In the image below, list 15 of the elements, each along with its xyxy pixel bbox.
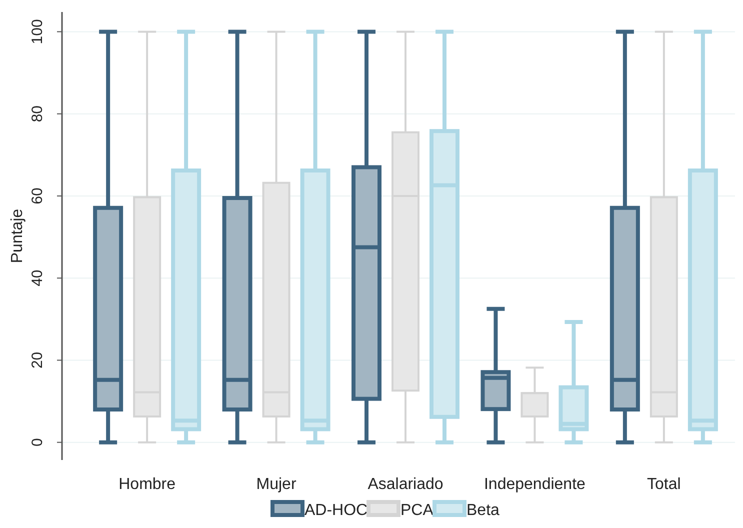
y-tick-label: 40 <box>29 270 46 286</box>
y-tick-label: 20 <box>29 352 46 369</box>
legend-label: PCA <box>400 502 434 519</box>
y-axis-title: Puntaje <box>9 208 26 264</box>
y-tick-label: 80 <box>29 105 46 122</box>
y-tick-label: 0 <box>29 438 46 447</box>
x-tick-label: Asalariado <box>368 476 444 493</box>
x-tick-label: Total <box>647 476 681 493</box>
y-tick-label: 100 <box>29 19 46 44</box>
legend-label: AD-HOC <box>304 502 368 519</box>
legend-label: Beta <box>466 502 500 519</box>
x-tick-label: Independiente <box>484 476 586 493</box>
x-tick-label: Hombre <box>118 476 176 493</box>
x-tick-label: Mujer <box>256 476 297 493</box>
y-tick-label: 60 <box>29 188 46 204</box>
